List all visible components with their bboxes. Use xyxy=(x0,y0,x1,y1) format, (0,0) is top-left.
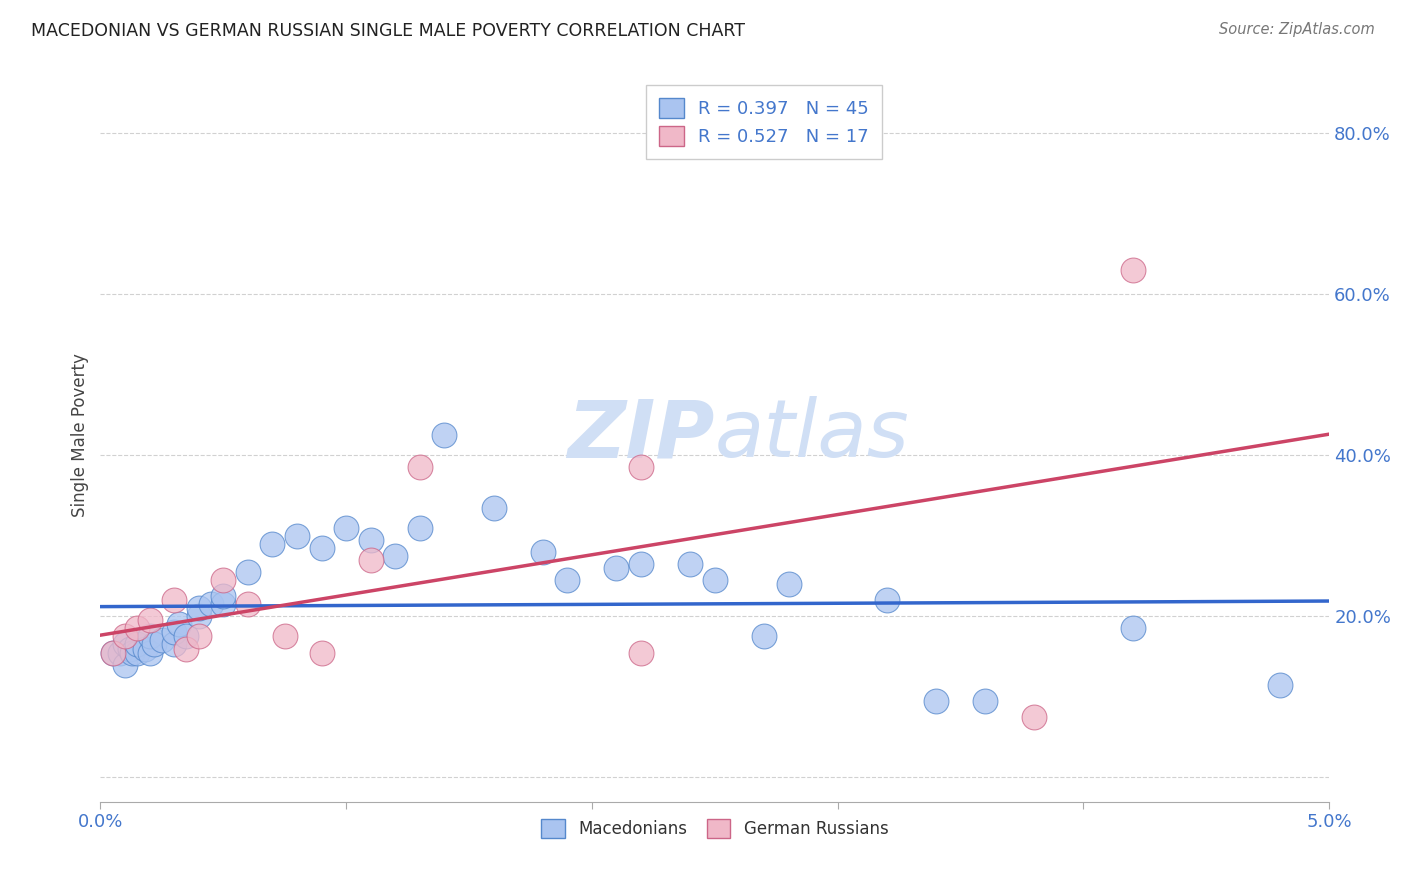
Point xyxy=(150,633,173,648)
Legend: Macedonians, German Russians: Macedonians, German Russians xyxy=(534,812,896,845)
Point xyxy=(630,646,652,660)
Point xyxy=(118,641,141,656)
Point xyxy=(778,577,800,591)
Point xyxy=(311,541,333,555)
Point xyxy=(482,500,505,515)
Point xyxy=(212,597,235,611)
Point xyxy=(163,625,186,640)
Point xyxy=(1122,263,1144,277)
Point xyxy=(360,533,382,547)
Point xyxy=(212,573,235,587)
Point xyxy=(114,629,136,643)
Point xyxy=(138,646,160,660)
Point xyxy=(925,694,948,708)
Point xyxy=(236,597,259,611)
Point xyxy=(384,549,406,563)
Point xyxy=(187,629,209,643)
Point xyxy=(703,573,725,587)
Point xyxy=(138,613,160,627)
Point xyxy=(108,646,131,660)
Point xyxy=(101,646,124,660)
Point xyxy=(114,638,136,652)
Point xyxy=(1122,621,1144,635)
Point xyxy=(163,593,186,607)
Point xyxy=(311,646,333,660)
Point xyxy=(630,557,652,571)
Point xyxy=(285,529,308,543)
Point xyxy=(1268,678,1291,692)
Point xyxy=(433,428,456,442)
Text: atlas: atlas xyxy=(714,396,910,474)
Point xyxy=(127,621,149,635)
Point xyxy=(974,694,997,708)
Point xyxy=(212,589,235,603)
Point xyxy=(176,641,198,656)
Point xyxy=(127,646,149,660)
Point xyxy=(127,638,149,652)
Point xyxy=(163,638,186,652)
Point xyxy=(409,521,432,535)
Point xyxy=(1024,710,1046,724)
Point xyxy=(187,601,209,615)
Text: ZIP: ZIP xyxy=(568,396,714,474)
Point xyxy=(360,553,382,567)
Point xyxy=(679,557,702,571)
Point xyxy=(605,561,627,575)
Point xyxy=(134,641,156,656)
Point xyxy=(200,597,222,611)
Point xyxy=(236,565,259,579)
Point xyxy=(101,646,124,660)
Text: Source: ZipAtlas.com: Source: ZipAtlas.com xyxy=(1219,22,1375,37)
Point xyxy=(273,629,295,643)
Point xyxy=(138,629,160,643)
Point xyxy=(187,609,209,624)
Y-axis label: Single Male Poverty: Single Male Poverty xyxy=(72,353,89,517)
Point xyxy=(557,573,579,587)
Point xyxy=(114,657,136,672)
Text: MACEDONIAN VS GERMAN RUSSIAN SINGLE MALE POVERTY CORRELATION CHART: MACEDONIAN VS GERMAN RUSSIAN SINGLE MALE… xyxy=(31,22,745,40)
Point xyxy=(143,638,166,652)
Point xyxy=(121,646,143,660)
Point xyxy=(335,521,357,535)
Point xyxy=(262,537,284,551)
Point xyxy=(630,460,652,475)
Point xyxy=(409,460,432,475)
Point xyxy=(876,593,898,607)
Point xyxy=(752,629,775,643)
Point xyxy=(531,545,554,559)
Point xyxy=(176,629,198,643)
Point xyxy=(167,617,190,632)
